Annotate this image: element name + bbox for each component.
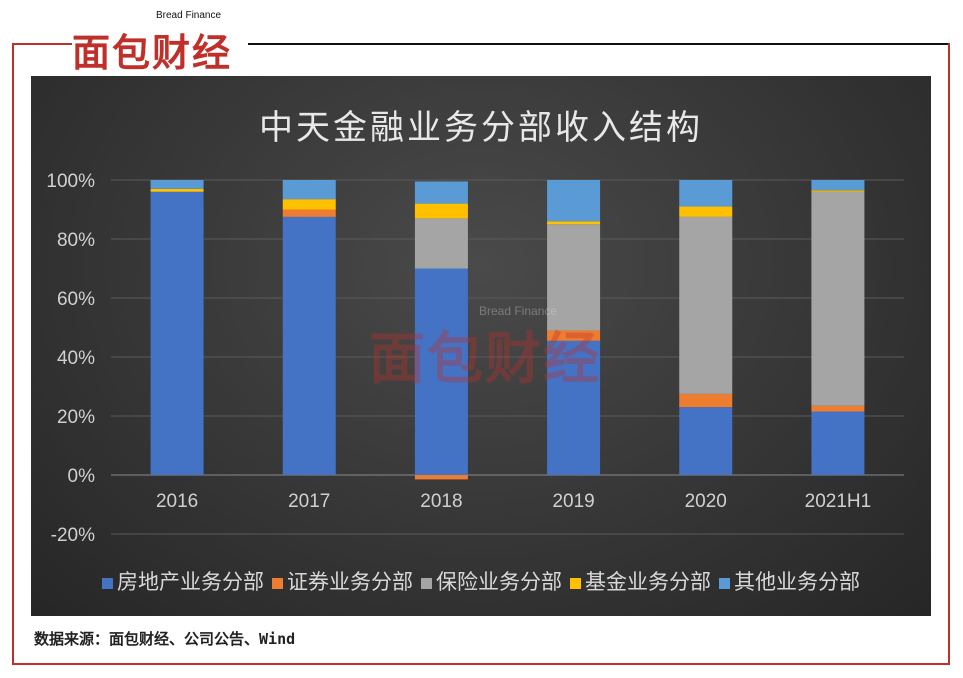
bar-segment bbox=[547, 221, 601, 225]
y-tick-label: 0% bbox=[68, 466, 96, 487]
bar-segment bbox=[679, 407, 733, 475]
bar-segment bbox=[414, 181, 468, 204]
legend-swatch bbox=[272, 577, 283, 589]
x-tick-label: 2018 bbox=[420, 491, 462, 512]
legend-item: 其他业务分部 bbox=[719, 566, 860, 596]
legend-swatch bbox=[421, 577, 432, 589]
y-tick-label: 40% bbox=[57, 348, 95, 369]
legend-label: 基金业务分部 bbox=[585, 570, 711, 594]
source-note: 数据来源：面包财经、公司公告、Wind bbox=[34, 630, 296, 648]
x-tick-label: 2020 bbox=[685, 491, 727, 512]
frame-left-line bbox=[12, 43, 14, 665]
legend-swatch bbox=[570, 577, 581, 589]
chart-plot: -20% 0% 20% 40% 60% 80% 100% 2016 2017 2018 2019 20… bbox=[46, 171, 904, 546]
y-tick-label: -20% bbox=[51, 525, 95, 546]
brand-logo-subtitle: Bread Finance bbox=[156, 10, 222, 21]
legend-item: 基金业务分部 bbox=[570, 566, 711, 596]
y-tick-label: 60% bbox=[57, 289, 95, 310]
bar-segment bbox=[282, 209, 336, 217]
bar-segment bbox=[679, 393, 733, 408]
x-tick-label: 2019 bbox=[552, 491, 594, 512]
bar-segment bbox=[150, 188, 204, 192]
bar-segment bbox=[150, 191, 204, 476]
bar-segment bbox=[282, 216, 336, 475]
bar-segment bbox=[547, 224, 601, 331]
frame-top-right-line bbox=[248, 43, 950, 45]
bar-segment bbox=[811, 180, 865, 191]
bar-segment bbox=[679, 216, 733, 394]
legend-label: 保险业务分部 bbox=[436, 570, 562, 594]
y-tick-label: 100% bbox=[46, 171, 95, 192]
bar-segment bbox=[811, 190, 865, 192]
legend-item: 证券业务分部 bbox=[272, 566, 413, 596]
chart-panel: 中天金融业务分部收入结构 -20% 0% 20% 40% 60% 80% 100% 2016 2… bbox=[31, 76, 931, 616]
bar-segment bbox=[414, 475, 468, 480]
legend-label: 其他业务分部 bbox=[734, 570, 860, 594]
brand-logo: Bread Finance 面包财经 bbox=[72, 10, 248, 75]
legend-label: 房地产业务分部 bbox=[117, 570, 264, 594]
chart-legend: 房地产业务分部 证券业务分部 保险业务分部 基金业务分部 其他业务分部 bbox=[31, 566, 931, 596]
x-tick-label: 2017 bbox=[288, 491, 330, 512]
bar-segment bbox=[414, 268, 468, 475]
bar-segment bbox=[547, 340, 601, 475]
bar-segment bbox=[811, 405, 865, 412]
legend-label: 证券业务分部 bbox=[287, 570, 413, 594]
x-tick-label: 2016 bbox=[156, 491, 198, 512]
bar-segment bbox=[811, 411, 865, 475]
x-tick-label: 2021H1 bbox=[805, 491, 872, 512]
chart-title: 中天金融业务分部收入结构 bbox=[259, 108, 703, 148]
legend-item: 保险业务分部 bbox=[421, 566, 562, 596]
bar-segment bbox=[547, 180, 601, 222]
frame-top-left-line bbox=[12, 43, 72, 45]
brand-logo-text: 面包财经 bbox=[72, 31, 233, 75]
legend-swatch bbox=[719, 577, 730, 589]
bar-segment bbox=[282, 180, 336, 200]
bar-segment bbox=[150, 180, 204, 189]
bar-segment bbox=[679, 180, 733, 207]
bar-segment bbox=[414, 218, 468, 269]
frame-right-line bbox=[948, 43, 950, 665]
y-tick-label: 20% bbox=[57, 407, 95, 428]
y-tick-label: 80% bbox=[57, 230, 95, 251]
bar-segment bbox=[679, 206, 733, 217]
legend-swatch bbox=[102, 577, 113, 589]
bar-segment bbox=[282, 199, 336, 210]
bar-segment bbox=[811, 191, 865, 406]
legend-item: 房地产业务分部 bbox=[102, 566, 264, 596]
bar-segment bbox=[547, 330, 601, 341]
bar-segment bbox=[414, 203, 468, 219]
frame-bottom-line bbox=[12, 663, 950, 665]
